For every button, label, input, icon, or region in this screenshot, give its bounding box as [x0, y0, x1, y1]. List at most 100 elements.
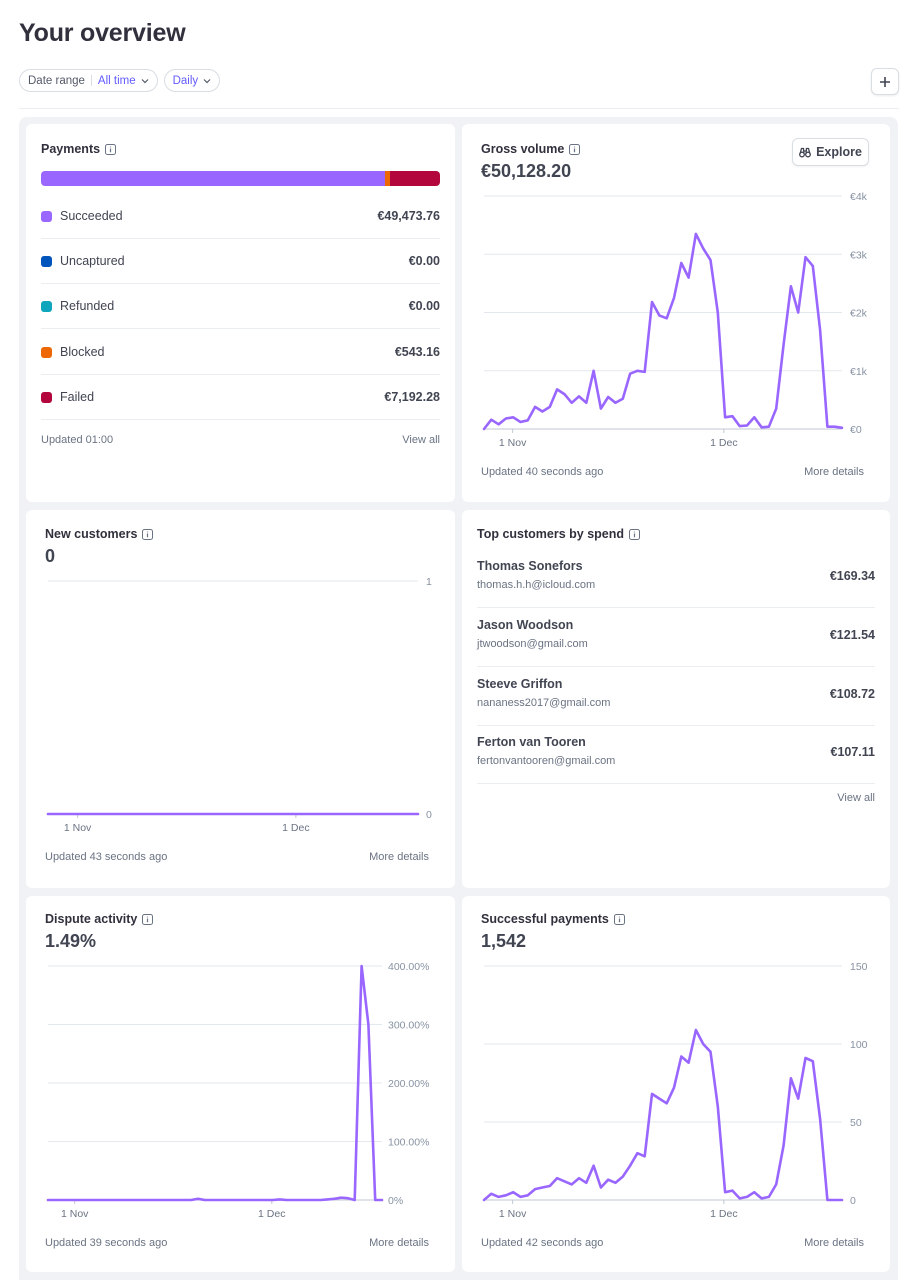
series-line: [482, 232, 844, 431]
successful-payments-value: 1,542: [481, 931, 527, 951]
customer-email: nananess2017@gmail.com: [477, 697, 611, 709]
date-range-filter[interactable]: Date range All time: [19, 69, 158, 92]
card-title: Dispute activity: [45, 912, 154, 926]
payment-amount: €543.16: [394, 345, 440, 359]
card-title: Gross volume: [481, 142, 581, 156]
bar-segment-succeeded: [41, 171, 386, 186]
legend-swatch: [41, 210, 52, 222]
customer-row[interactable]: Steeve Griffon nananess2017@gmail.com €1…: [477, 667, 875, 726]
info-icon[interactable]: [569, 143, 581, 155]
customer-name: Thomas Sonefors: [477, 559, 583, 573]
payment-label: Failed: [60, 390, 95, 404]
y-tick-label: 0: [426, 809, 432, 821]
header-divider: [19, 108, 899, 109]
successful-payments-title: Successful payments: [481, 912, 609, 926]
y-tick-label: 50: [850, 1117, 862, 1129]
info-icon[interactable]: [613, 913, 625, 925]
customer-row[interactable]: Ferton van Tooren fertonvantooren@gmail.…: [477, 725, 875, 784]
payment-row-blocked[interactable]: Blocked €543.16: [41, 330, 440, 375]
payments-breakdown-bar: [41, 171, 440, 186]
view-all-link[interactable]: View all: [402, 434, 440, 446]
view-all-link[interactable]: View all: [837, 792, 875, 804]
y-tick-label: 100.00%: [388, 1137, 429, 1149]
customer-amount: €121.54: [829, 628, 875, 642]
customer-row[interactable]: Jason Woodson jtwoodson@gmail.com €121.5…: [477, 608, 875, 667]
series-line: [46, 964, 384, 1202]
payment-amount: €7,192.28: [384, 390, 440, 404]
top-customers-card: Top customers by spend Thomas Sonefors t…: [462, 510, 890, 888]
card-title: Payments: [41, 142, 117, 156]
customer-amount: €107.11: [830, 745, 876, 759]
customer-name: Ferton van Tooren: [477, 735, 586, 749]
payment-amount: €0.00: [408, 299, 440, 313]
filter-separator: [90, 75, 92, 86]
customer-email: fertonvantooren@gmail.com: [477, 755, 616, 767]
x-tick-label: 1 Nov: [61, 1208, 89, 1220]
updated-timestamp: Updated 01:00: [41, 434, 114, 446]
new-customers-value: 0: [45, 546, 56, 566]
gross-volume-card: Gross volume €50,128.20 Explore €4k €3k €2…: [462, 124, 890, 502]
date-range-value: All time: [97, 74, 136, 87]
new-customers-chart: 1 0 1 Nov 1 Dec: [46, 576, 432, 834]
interval-filter[interactable]: Daily: [163, 69, 221, 92]
customer-row[interactable]: Thomas Sonefors thomas.h.h@icloud.com €1…: [477, 549, 875, 608]
y-tick-label: 0: [850, 1195, 856, 1207]
legend-swatch: [41, 391, 52, 403]
payments-title: Payments: [41, 142, 101, 156]
y-tick-label: 300.00%: [388, 1020, 429, 1032]
payment-amount: €49,473.76: [377, 209, 440, 223]
x-tick-label: 1 Nov: [64, 822, 92, 834]
plus-icon: [880, 76, 890, 87]
dispute-activity-card: Dispute activity 1.49% 400.00% 300.00% 200…: [26, 896, 455, 1272]
payment-row-uncaptured[interactable]: Uncaptured €0.00: [41, 239, 440, 284]
payment-amount: €0.00: [408, 254, 440, 268]
y-tick-label: €0: [850, 424, 862, 436]
x-tick-label: 1 Nov: [499, 437, 527, 449]
bar-segment-blocked: [385, 171, 391, 186]
y-tick-label: €4k: [850, 191, 868, 203]
add-widget-button[interactable]: [871, 68, 899, 95]
y-tick-label: €1k: [850, 366, 868, 378]
more-details-link[interactable]: More details: [369, 1237, 429, 1249]
payment-label: Uncaptured: [60, 254, 125, 268]
interval-value: Daily: [172, 74, 199, 87]
y-tick-label: €3k: [850, 249, 868, 261]
payment-row-failed[interactable]: Failed €7,192.28: [41, 375, 440, 420]
more-details-link[interactable]: More details: [804, 466, 864, 478]
payments-card: Payments Succeeded €49,473.76 Uncaptured…: [26, 124, 455, 502]
payment-label: Blocked: [60, 345, 105, 359]
top-customers-title: Top customers by spend: [477, 527, 625, 541]
info-icon[interactable]: [105, 143, 117, 155]
card-title: Successful payments: [481, 912, 625, 926]
series-line: [482, 1028, 844, 1202]
info-icon[interactable]: [629, 528, 641, 540]
y-tick-label: €2k: [850, 308, 868, 320]
customer-amount: €169.34: [829, 569, 875, 583]
y-tick-label: 150: [850, 961, 868, 973]
explore-button[interactable]: Explore: [792, 138, 869, 166]
filter-bar: Date range All time Daily: [19, 69, 221, 92]
x-tick-label: 1 Nov: [499, 1208, 527, 1220]
legend-swatch: [41, 255, 52, 267]
more-details-link[interactable]: More details: [369, 851, 429, 863]
gross-volume-chart: €4k €3k €2k €1k €0 1 Nov 1 Dec: [482, 191, 868, 449]
legend-swatch: [41, 346, 52, 358]
chevron-down-icon: [203, 78, 211, 83]
customer-email: thomas.h.h@icloud.com: [477, 579, 596, 591]
more-details-link[interactable]: More details: [804, 1237, 864, 1249]
successful-payments-card: Successful payments 1,542 150 100 50 0 1 Nov…: [462, 896, 890, 1272]
info-icon[interactable]: [142, 528, 154, 540]
updated-timestamp: Updated 42 seconds ago: [481, 1237, 604, 1249]
x-tick-label: 1 Dec: [710, 1208, 737, 1220]
info-icon[interactable]: [142, 913, 154, 925]
date-range-label: Date range: [28, 74, 85, 87]
payment-row-refunded[interactable]: Refunded €0.00: [41, 284, 440, 329]
updated-timestamp: Updated 40 seconds ago: [481, 466, 604, 478]
payment-row-succeeded[interactable]: Succeeded €49,473.76: [41, 194, 440, 239]
gross-volume-title: Gross volume: [481, 142, 565, 156]
bar-segment-failed: [390, 171, 440, 186]
payment-label: Refunded: [60, 299, 115, 313]
dispute-activity-value: 1.49%: [45, 931, 97, 951]
binoculars-icon: [799, 147, 812, 157]
customer-name: Jason Woodson: [477, 618, 574, 632]
